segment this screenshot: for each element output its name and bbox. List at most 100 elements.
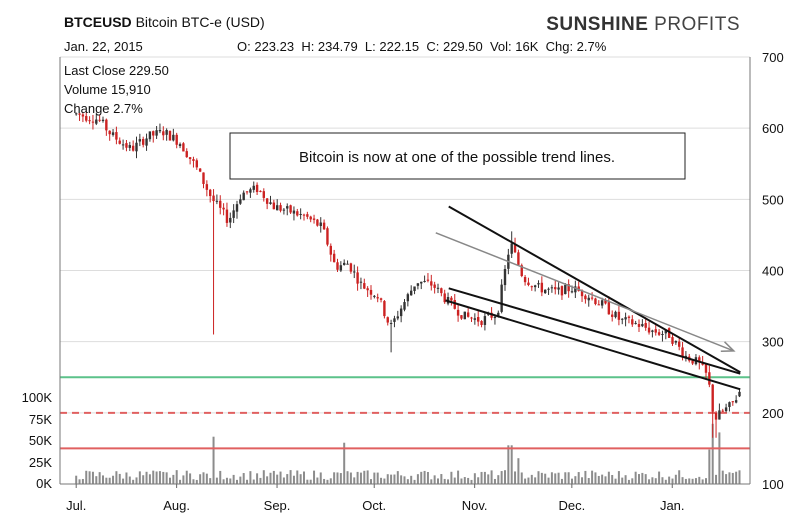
volume-bar: [490, 470, 493, 484]
volume-bar: [514, 471, 517, 484]
volume-bar: [128, 476, 131, 484]
candle-body: [192, 159, 195, 161]
volume-bar: [125, 472, 128, 484]
volume-bar: [179, 479, 182, 484]
candle-body: [610, 314, 614, 317]
candle-body: [389, 323, 393, 325]
volume-bar: [594, 472, 597, 484]
candle-body: [363, 283, 366, 289]
candle-body: [349, 263, 353, 272]
candle-body: [336, 262, 339, 270]
candle-body: [543, 289, 547, 294]
volume-bar: [306, 479, 309, 484]
candle-body: [245, 191, 249, 193]
volume-bar: [624, 475, 627, 484]
candle-body: [554, 287, 557, 290]
volume-bar: [313, 470, 316, 484]
candle-body: [88, 120, 91, 122]
candle-body: [128, 145, 131, 148]
candle-body: [178, 144, 182, 147]
volume-bar: [440, 474, 443, 484]
volume-bar: [537, 471, 540, 484]
arrow-shaft: [435, 232, 735, 352]
candle-body: [205, 184, 209, 190]
volume-bar: [648, 479, 651, 484]
volume-bar: [309, 479, 312, 484]
candle-body: [342, 262, 346, 265]
candle-body: [219, 200, 222, 208]
candle-body: [617, 311, 621, 320]
x-tick-label: Nov.: [462, 498, 488, 513]
volume-bar: [158, 471, 161, 484]
volume-bar: [239, 476, 242, 484]
volume-bar: [376, 472, 379, 484]
candle-body: [631, 319, 634, 325]
volume-bar: [112, 475, 115, 484]
candle-body: [647, 327, 651, 333]
candle-body: [292, 210, 296, 214]
axis-ticks: Jul. Aug. Sep. Oct. Nov. Dec. Jan. 100 200 300 400…: [22, 50, 784, 513]
candle-body: [691, 360, 694, 364]
volume-bar: [664, 479, 667, 484]
candle-body: [621, 318, 624, 320]
volume-bar: [316, 477, 319, 484]
candle-body: [148, 131, 152, 140]
candle-body: [399, 308, 403, 317]
volume-bar: [199, 474, 202, 484]
volume-bar: [698, 476, 701, 484]
volume-bar: [554, 473, 557, 484]
volume-bar: [567, 472, 570, 484]
volume-bar: [165, 472, 168, 484]
volume-bar: [430, 479, 433, 484]
candle-body: [141, 138, 145, 145]
volume-bar: [225, 477, 228, 484]
volume-bar: [302, 471, 305, 484]
volume-bar: [242, 473, 245, 484]
candle-body: [322, 222, 326, 230]
candle-body: [369, 289, 373, 295]
trend-line: [448, 205, 741, 374]
candle-body: [265, 198, 269, 204]
volume-bar: [557, 472, 560, 484]
volume-bar: [246, 479, 249, 484]
volume-bar: [118, 473, 121, 484]
volume-bar: [453, 477, 456, 484]
candle-body: [175, 134, 178, 145]
volume-bar: [470, 479, 473, 484]
candle-body: [724, 407, 728, 412]
candle-body: [319, 222, 322, 227]
candle-body: [346, 263, 349, 265]
arrow-head: [720, 341, 736, 352]
candle-body: [215, 200, 219, 202]
volume-bar: [564, 472, 567, 484]
price-tick-label: 400: [762, 264, 784, 279]
candle-body: [470, 317, 473, 319]
info-volume: Volume 15,910: [64, 82, 151, 97]
volume-bar: [493, 478, 496, 484]
volume-bar: [614, 478, 617, 484]
volume-bar: [336, 472, 339, 484]
trend-line: [445, 299, 741, 391]
volume-bar: [691, 478, 694, 484]
candle-body: [513, 244, 517, 253]
volume-bar: [641, 472, 644, 484]
volume-bar: [550, 472, 553, 484]
candle-body: [306, 214, 309, 217]
volume-bar: [621, 477, 624, 484]
candle-body: [413, 286, 416, 291]
candle-body: [436, 287, 440, 289]
volume-bar: [735, 471, 738, 484]
candle-body: [503, 269, 507, 286]
volume-bar: [343, 442, 346, 484]
volume-tick-label: 50K: [29, 433, 52, 448]
candle-body: [386, 317, 389, 323]
candle-body: [731, 401, 734, 403]
candle-body: [426, 279, 430, 281]
candle-body: [289, 205, 292, 213]
volume-bar: [369, 479, 372, 484]
candle-body: [145, 138, 148, 146]
candle-body: [604, 299, 607, 304]
volume-bar: [433, 475, 436, 484]
volume-bar: [681, 477, 684, 484]
